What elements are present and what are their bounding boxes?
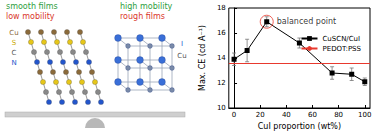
svg-text:80: 80 xyxy=(334,111,343,119)
svg-text:low mobility: low mobility xyxy=(6,12,55,21)
svg-text:60: 60 xyxy=(308,111,317,119)
svg-text:14: 14 xyxy=(217,54,226,62)
svg-text:20: 20 xyxy=(256,111,265,119)
svg-text:Cu: Cu xyxy=(177,52,186,60)
svg-text:S: S xyxy=(12,39,17,47)
svg-text:C: C xyxy=(12,49,17,57)
svg-text:12: 12 xyxy=(217,79,226,87)
svg-text:10: 10 xyxy=(217,104,226,112)
svg-text:balanced point: balanced point xyxy=(277,17,337,26)
svg-text:CuSCN/CuI: CuSCN/CuI xyxy=(322,35,360,43)
svg-text:rough films: rough films xyxy=(120,12,165,21)
svg-text:smooth films: smooth films xyxy=(6,2,58,11)
svg-text:100: 100 xyxy=(358,111,371,119)
svg-text:Max. CE (cd A⁻¹): Max. CE (cd A⁻¹) xyxy=(198,25,207,91)
svg-text:I: I xyxy=(181,40,183,48)
svg-text:CuI proportion (wt%): CuI proportion (wt%) xyxy=(258,122,341,131)
svg-text:Cu: Cu xyxy=(9,29,18,37)
svg-text:16: 16 xyxy=(217,29,226,37)
svg-text:N: N xyxy=(11,59,16,67)
svg-text:40: 40 xyxy=(282,111,291,119)
svg-text:18: 18 xyxy=(217,4,226,12)
svg-text:0: 0 xyxy=(232,111,236,119)
svg-text:high mobility: high mobility xyxy=(120,2,173,11)
svg-text:PEDOT:PSS: PEDOT:PSS xyxy=(322,45,361,53)
